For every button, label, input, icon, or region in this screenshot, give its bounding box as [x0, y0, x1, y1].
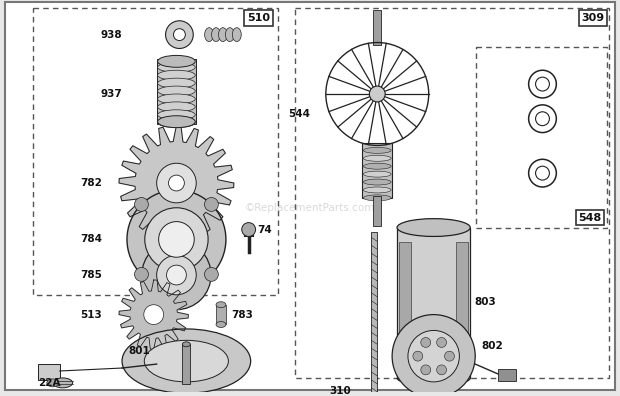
- Ellipse shape: [157, 116, 195, 128]
- Circle shape: [157, 255, 196, 295]
- Text: 782: 782: [81, 178, 102, 188]
- Ellipse shape: [122, 329, 250, 393]
- Ellipse shape: [157, 78, 195, 88]
- Ellipse shape: [205, 28, 213, 42]
- Circle shape: [205, 267, 218, 281]
- Ellipse shape: [157, 94, 195, 104]
- Ellipse shape: [363, 155, 391, 161]
- Bar: [373, 196, 381, 226]
- Circle shape: [127, 190, 226, 289]
- Text: 802: 802: [481, 341, 503, 351]
- Bar: [402, 361, 466, 376]
- Text: 803: 803: [474, 297, 496, 307]
- Circle shape: [144, 305, 164, 324]
- Ellipse shape: [53, 378, 73, 388]
- Text: 785: 785: [81, 270, 102, 280]
- Circle shape: [421, 365, 431, 375]
- Text: 510: 510: [247, 13, 270, 23]
- Bar: [456, 242, 468, 351]
- Ellipse shape: [397, 219, 470, 236]
- Ellipse shape: [363, 187, 391, 193]
- Ellipse shape: [157, 110, 195, 120]
- Text: 74: 74: [257, 225, 272, 234]
- Circle shape: [421, 337, 431, 347]
- Circle shape: [436, 337, 446, 347]
- Text: 544: 544: [288, 109, 310, 119]
- Bar: [182, 344, 190, 384]
- Text: 783: 783: [231, 310, 253, 320]
- Ellipse shape: [144, 340, 228, 382]
- Text: 937: 937: [100, 89, 122, 99]
- Bar: [476, 48, 607, 228]
- Circle shape: [166, 21, 193, 48]
- Circle shape: [135, 267, 148, 281]
- Circle shape: [174, 29, 185, 40]
- Polygon shape: [119, 280, 188, 349]
- Bar: [373, 10, 381, 44]
- Bar: [399, 242, 411, 351]
- Text: 801: 801: [128, 346, 150, 356]
- Ellipse shape: [218, 28, 228, 42]
- Circle shape: [167, 265, 187, 285]
- Ellipse shape: [363, 179, 391, 185]
- Bar: [498, 369, 516, 381]
- Circle shape: [205, 198, 218, 211]
- Text: 310: 310: [330, 386, 352, 396]
- Ellipse shape: [157, 118, 195, 128]
- Circle shape: [408, 330, 459, 382]
- Ellipse shape: [216, 302, 226, 308]
- Ellipse shape: [157, 70, 195, 80]
- Ellipse shape: [363, 195, 391, 201]
- Ellipse shape: [182, 342, 190, 347]
- Text: 309: 309: [582, 13, 604, 23]
- Bar: [371, 232, 378, 396]
- Bar: [295, 8, 609, 378]
- Text: 513: 513: [81, 310, 102, 320]
- Ellipse shape: [226, 28, 234, 42]
- Ellipse shape: [157, 86, 195, 96]
- Circle shape: [159, 222, 194, 257]
- Ellipse shape: [157, 62, 195, 72]
- Bar: [33, 8, 278, 295]
- Circle shape: [157, 163, 196, 203]
- Text: 784: 784: [80, 234, 102, 244]
- Ellipse shape: [363, 163, 391, 169]
- Bar: [216, 305, 226, 324]
- Ellipse shape: [157, 55, 195, 67]
- Circle shape: [242, 223, 255, 236]
- Ellipse shape: [363, 171, 391, 177]
- Text: 548: 548: [578, 213, 601, 223]
- Bar: [363, 143, 392, 198]
- Ellipse shape: [157, 102, 195, 112]
- Bar: [38, 364, 60, 380]
- Circle shape: [370, 86, 385, 102]
- Ellipse shape: [232, 28, 241, 42]
- Circle shape: [169, 175, 184, 191]
- Circle shape: [392, 314, 475, 396]
- Polygon shape: [119, 126, 234, 240]
- Ellipse shape: [47, 379, 59, 387]
- Circle shape: [135, 198, 148, 211]
- Circle shape: [145, 208, 208, 271]
- Text: ©ReplacementParts.com: ©ReplacementParts.com: [245, 203, 375, 213]
- Bar: [397, 228, 470, 366]
- Text: 938: 938: [100, 30, 122, 40]
- Ellipse shape: [216, 322, 226, 327]
- Circle shape: [445, 351, 454, 361]
- Bar: [157, 59, 196, 124]
- Ellipse shape: [211, 28, 221, 42]
- Ellipse shape: [363, 147, 391, 153]
- Circle shape: [142, 240, 211, 310]
- Text: 22A: 22A: [38, 378, 60, 388]
- Circle shape: [413, 351, 423, 361]
- Circle shape: [436, 365, 446, 375]
